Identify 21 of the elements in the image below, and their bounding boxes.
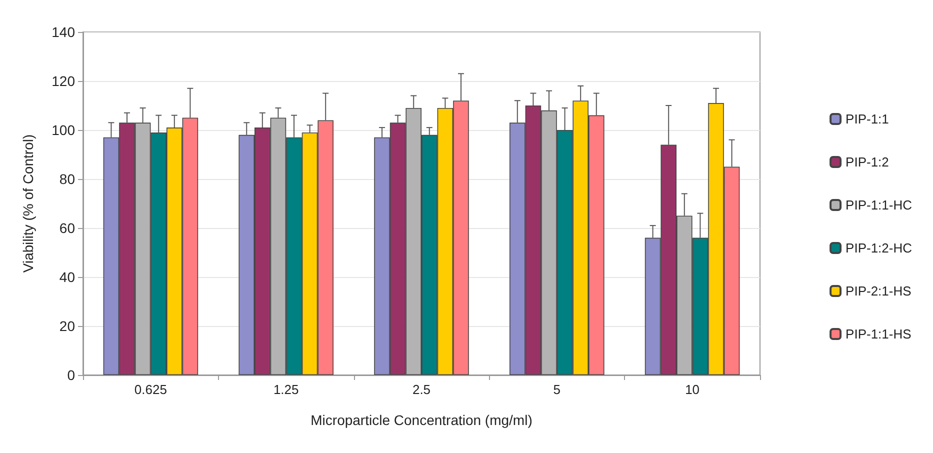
legend-label: PIP-1:2-HC (846, 240, 912, 256)
x-tick-label: 0.625 (134, 382, 167, 397)
legend-label: PIP-2:1-HS (846, 284, 912, 298)
legend-label: PIP-1:2 (846, 154, 889, 170)
x-tick-label: 1.25 (273, 382, 299, 397)
y-tick-label: 60 (59, 220, 76, 236)
y-axis-title: Viability (% of Control) (20, 134, 36, 273)
y-tick-label: 40 (59, 269, 76, 285)
y-tick-label: 140 (52, 24, 76, 40)
y-tick-label: 100 (52, 122, 76, 138)
x-axis-title: Microparticle Concentration (mg/ml) (310, 412, 532, 428)
y-tick-label: 120 (52, 73, 76, 89)
legend-label: PIP-1:1-HC (846, 198, 912, 212)
y-tick-label: 20 (59, 318, 76, 334)
y-tick-label: 0 (67, 367, 76, 383)
x-tick-label: 2.5 (412, 382, 431, 397)
y-tick-label: 80 (59, 171, 76, 187)
x-tick-label: 10 (685, 382, 700, 397)
legend-label: PIP-1:1 (846, 112, 889, 126)
x-tick-label: 5 (553, 382, 561, 397)
legend-label: PIP-1:1-HS (846, 326, 912, 342)
